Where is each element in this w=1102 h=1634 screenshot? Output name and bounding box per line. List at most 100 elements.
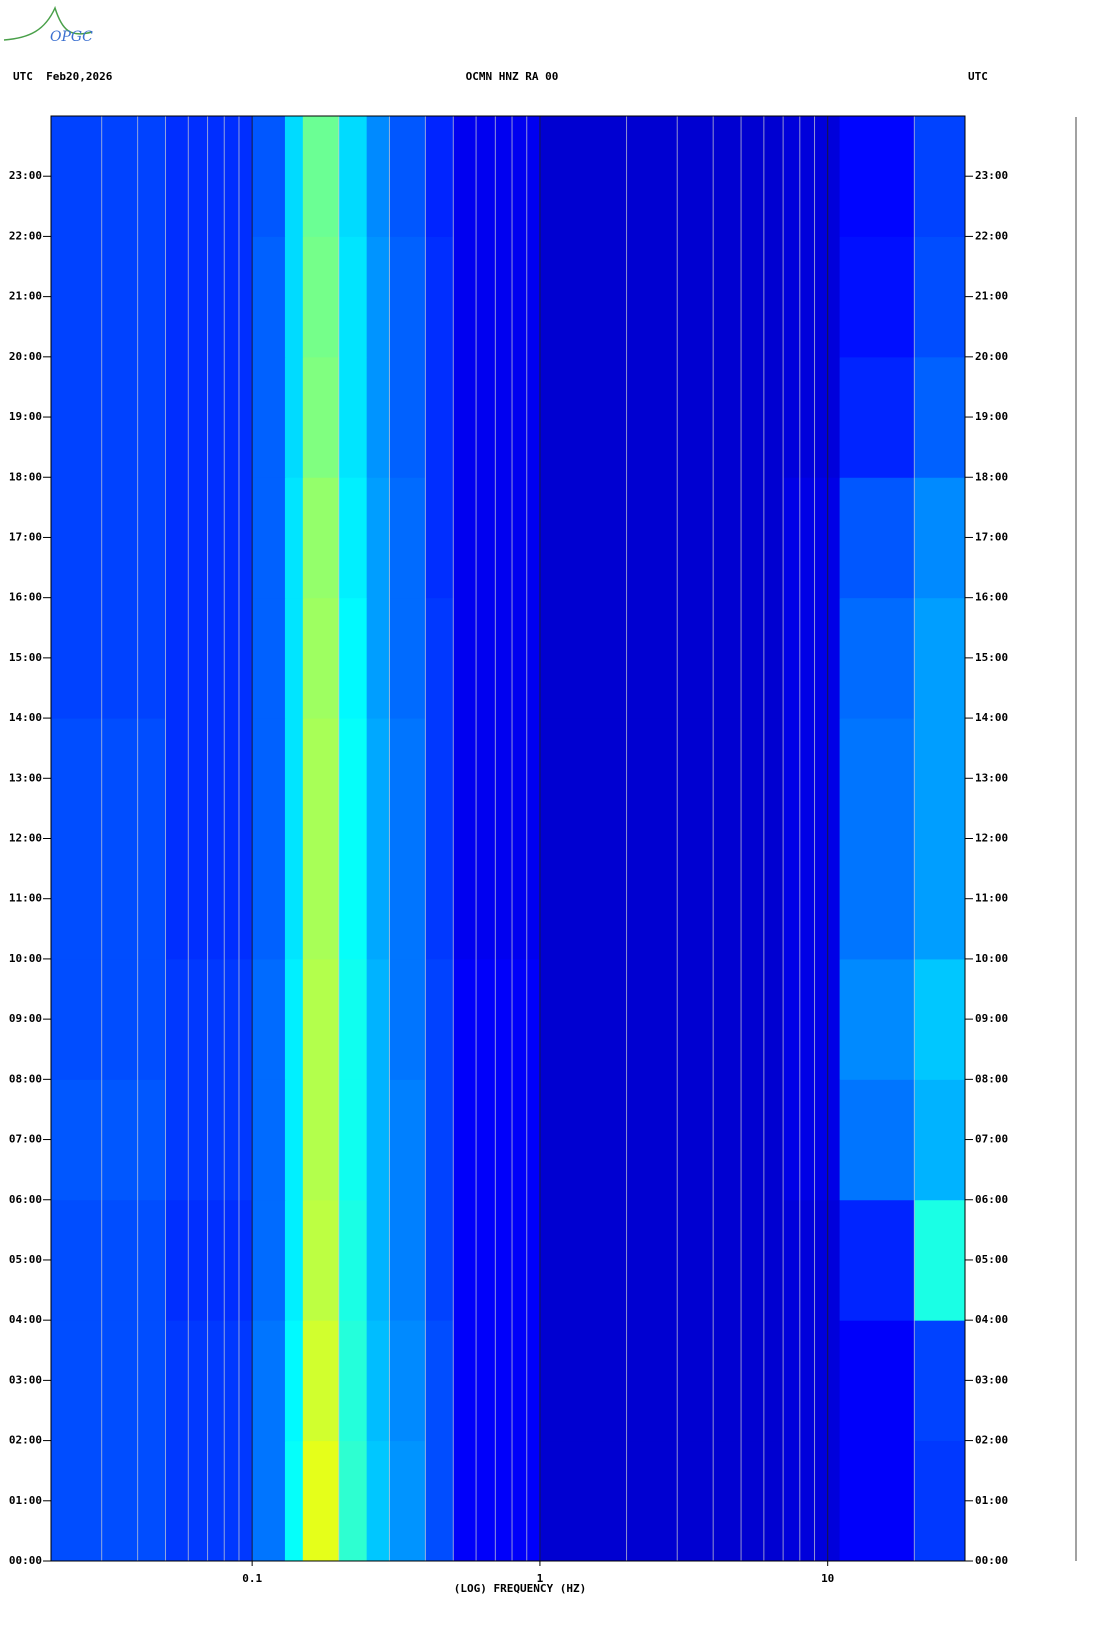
y-tick-label-right: 17:00 <box>975 530 1008 543</box>
spectrogram-cell <box>783 356 841 478</box>
spectrogram-cell <box>914 958 966 1080</box>
spectrogram-cell <box>783 477 841 599</box>
spectrogram-cell <box>677 718 784 839</box>
spectrogram-cell <box>453 1199 541 1321</box>
y-tick-label-right: 23:00 <box>975 169 1008 182</box>
spectrogram-cell <box>284 1440 304 1562</box>
header-right: UTC <box>968 70 988 83</box>
y-tick-label-right: 03:00 <box>975 1373 1008 1386</box>
y-tick-label-right: 04:00 <box>975 1313 1008 1326</box>
spectrogram-cell <box>165 1079 253 1201</box>
spectrogram-cell <box>453 116 541 237</box>
spectrogram-cell <box>783 838 841 960</box>
spectrogram-cell <box>839 718 915 839</box>
spectrogram-cell <box>677 1440 784 1562</box>
y-tick-label-right: 01:00 <box>975 1494 1008 1507</box>
spectrogram-cell <box>338 838 368 960</box>
y-tick-label: 06:00 <box>9 1193 42 1206</box>
spectrogram-cell <box>51 838 167 960</box>
spectrogram-cell <box>839 1079 915 1201</box>
y-tick-label: 19:00 <box>9 410 42 423</box>
y-tick-label: 04:00 <box>9 1313 42 1326</box>
spectrogram-cell <box>389 597 426 719</box>
y-tick-label-right: 02:00 <box>975 1434 1008 1447</box>
y-tick-label: 00:00 <box>9 1554 42 1567</box>
y-tick-label: 09:00 <box>9 1012 42 1025</box>
spectrogram-cell <box>839 958 915 1080</box>
spectrogram-cell <box>914 477 966 599</box>
spectrogram-cell <box>284 838 304 960</box>
y-tick-label: 01:00 <box>9 1494 42 1507</box>
spectrogram-cell <box>366 236 390 358</box>
logo-curve <box>3 5 93 41</box>
spectrogram-cell <box>783 116 841 237</box>
spectrogram-cell <box>338 597 368 719</box>
spectrogram-cell <box>252 1320 286 1442</box>
spectrogram-cell <box>783 597 841 719</box>
spectrogram-cell <box>783 1320 841 1442</box>
y-tick-label-right: 08:00 <box>975 1072 1008 1085</box>
spectrogram-cell <box>389 236 426 358</box>
spectrogram-cell <box>453 1079 541 1201</box>
spectrogram-cell <box>284 116 304 237</box>
spectrogram-cell <box>839 477 915 599</box>
spectrogram-cell <box>366 597 390 719</box>
spectrogram-cell <box>783 1079 841 1201</box>
spectrogram-cell <box>677 477 784 599</box>
spectrogram-cell <box>284 958 304 1080</box>
spectrogram-cell <box>51 477 167 599</box>
spectrogram-cell <box>51 356 167 478</box>
spectrogram-cell <box>165 1320 253 1442</box>
spectrogram-cell <box>366 838 390 960</box>
spectrogram-cell <box>338 1199 368 1321</box>
spectrogram-cell <box>839 597 915 719</box>
spectrogram-cell <box>302 1199 340 1321</box>
spectrogram-cell <box>914 1199 966 1321</box>
spectrogram-cell <box>366 356 390 478</box>
header-left: UTC Feb20,2026 <box>13 70 113 83</box>
spectrogram-cell <box>51 1199 167 1321</box>
spectrogram-cell <box>453 958 541 1080</box>
y-tick-label: 18:00 <box>9 470 42 483</box>
y-tick-label-right: 00:00 <box>975 1554 1008 1567</box>
spectrogram-cell <box>453 477 541 599</box>
spectrogram-cell <box>302 718 340 839</box>
y-tick-label: 17:00 <box>9 530 42 543</box>
spectrogram-cell <box>252 356 286 478</box>
spectrogram-cell <box>165 116 253 237</box>
x-tick-label: 10 <box>821 1572 834 1585</box>
spectrogram-cell <box>252 958 286 1080</box>
spectrogram-cell <box>839 1440 915 1562</box>
spectrogram-cell <box>51 1440 167 1562</box>
spectrogram-cell <box>51 116 167 237</box>
y-tick-label: 08:00 <box>9 1072 42 1085</box>
spectrogram-cell <box>677 116 784 237</box>
y-tick-label: 21:00 <box>9 290 42 303</box>
y-tick-label: 14:00 <box>9 711 42 724</box>
spectrogram-cell <box>338 477 368 599</box>
spectrogram-cell <box>252 838 286 960</box>
spectrogram-cell <box>302 1320 340 1442</box>
spectrogram-cell <box>338 1320 368 1442</box>
spectrogram-cell <box>914 236 966 358</box>
spectrogram-cell <box>389 1199 426 1321</box>
spectrogram-cell <box>302 838 340 960</box>
spectrogram-cell <box>425 1199 454 1321</box>
spectrogram-cell <box>165 1440 253 1562</box>
spectrogram-cell <box>338 718 368 839</box>
spectrogram-cell <box>539 838 678 960</box>
spectrogram-cell <box>425 958 454 1080</box>
spectrogram-cell <box>389 718 426 839</box>
spectrogram-cell <box>425 597 454 719</box>
spectrogram-cell <box>914 718 966 839</box>
spectrogram-cell <box>165 597 253 719</box>
spectrogram-cell <box>839 356 915 478</box>
spectrogram-cell <box>453 236 541 358</box>
spectrogram-cell <box>284 356 304 478</box>
spectrogram-cell <box>366 958 390 1080</box>
spectrogram-cell <box>914 116 966 237</box>
spectrogram-cell <box>783 1199 841 1321</box>
spectrogram-cell <box>302 116 340 237</box>
spectrogram-cell <box>302 1079 340 1201</box>
chart-title: OCMN HNZ RA 00 <box>466 70 559 83</box>
